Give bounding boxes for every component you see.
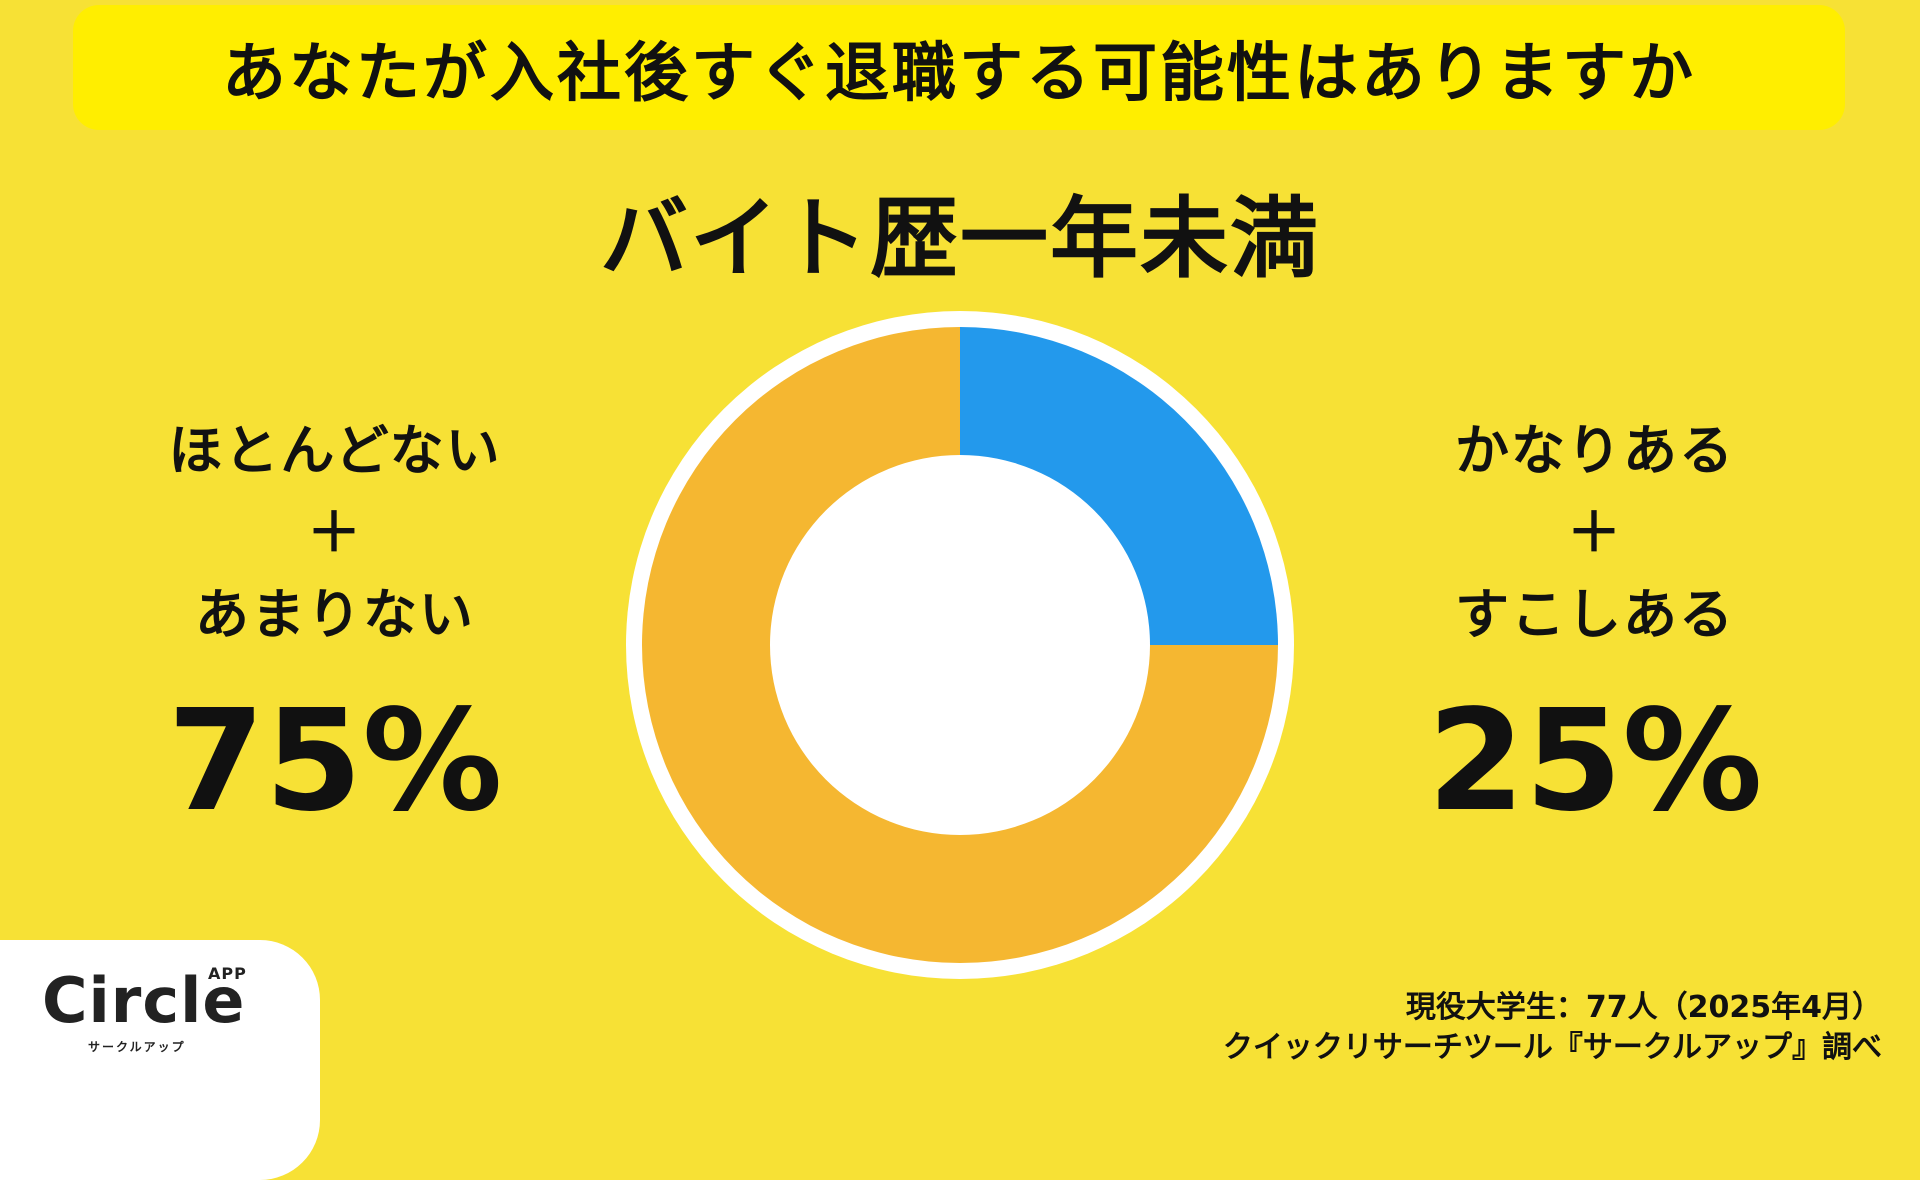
right-percent: 25% [1427, 680, 1763, 843]
circle-app-logo: Circle APP サークルアップ [42, 964, 252, 1061]
chart-title: バイト歴一年未満 [599, 187, 1320, 290]
right-label-line3: すこしある [1455, 583, 1735, 646]
question-title: あなたが入社後すぐ退職する可能性はありますか [222, 36, 1696, 111]
right-label-line1: かなりある [1455, 419, 1735, 482]
donut-hole [770, 455, 1150, 835]
footer-survey-info: 現役大学生：77人（2025年4月） [1405, 990, 1882, 1025]
source-footer: 現役大学生：77人（2025年4月） クイックリサーチツール『サークルアップ』調… [1223, 988, 1882, 1068]
right-label-plus: ＋ [1567, 501, 1623, 564]
footer-source: クイックリサーチツール『サークルアップ』調べ [1222, 1030, 1882, 1065]
logo-wordmark: Circle [42, 964, 246, 1037]
right-label-group: かなりある ＋ すこしある 25% [1335, 410, 1855, 832]
logo-tagline: サークルアップ [88, 1040, 186, 1054]
left-label-line1: ほとんどない [168, 419, 502, 482]
donut-chart [626, 311, 1294, 979]
title-banner: あなたが入社後すぐ退職する可能性はありますか [73, 5, 1845, 130]
left-label-plus: ＋ [307, 501, 363, 564]
left-percent: 75% [167, 680, 503, 843]
left-label-line3: あまりない [195, 583, 475, 646]
left-label-group: ほとんどない ＋ あまりない 75% [75, 410, 595, 832]
logo-app-badge: APP [208, 964, 247, 983]
